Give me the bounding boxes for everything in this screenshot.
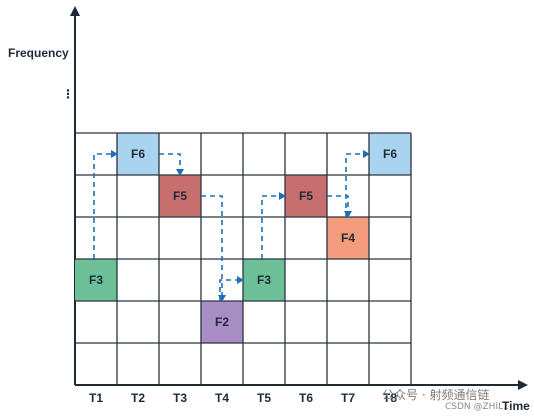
cell-t7-f4 — [327, 217, 369, 259]
cell-t2-f6 — [117, 133, 159, 175]
x-tick-t8: T8 — [383, 391, 397, 405]
x-tick-t1: T1 — [89, 391, 103, 405]
hop-segment — [201, 195, 223, 299]
x-axis-arrow — [518, 380, 528, 390]
watermark-text: 公众号 · 射频通信链 — [382, 387, 489, 402]
watermark-subtext: CSDN @ZHIL... — [445, 402, 512, 412]
y-axis-ellipsis: ⋮ — [62, 87, 74, 101]
cell-label-t6: F5 — [299, 189, 313, 203]
cell-label-t1: F3 — [89, 273, 103, 287]
y-axis-arrow — [70, 6, 80, 16]
x-tick-t6: T6 — [299, 391, 313, 405]
hop-segment — [93, 153, 115, 259]
cell-label-t4: F2 — [215, 315, 229, 329]
hop-arrowhead — [279, 192, 286, 200]
hop-segment — [345, 153, 367, 217]
hop-segment — [327, 195, 349, 215]
x-tick-t4: T4 — [215, 391, 229, 405]
x-tick-t3: T3 — [173, 391, 187, 405]
hop-segment — [219, 279, 241, 301]
hop-arrowhead — [111, 150, 118, 158]
cell-t3-f5 — [159, 175, 201, 217]
cell-label-t8: F6 — [383, 147, 397, 161]
cell-t8-f6 — [369, 133, 411, 175]
cell-label-t7: F4 — [341, 231, 355, 245]
grid — [75, 132, 412, 385]
hop-path — [93, 150, 370, 302]
cell-t1-f3 — [75, 259, 117, 301]
hop-arrowhead — [237, 276, 244, 284]
x-tick-t2: T2 — [131, 391, 145, 405]
cell-label-t2: F6 — [131, 147, 145, 161]
hop-arrowhead — [176, 169, 184, 176]
x-axis-title: Time — [502, 399, 530, 413]
filled-cells — [75, 133, 411, 343]
cell-t5-f3 — [243, 259, 285, 301]
cell-label-t3: F5 — [173, 189, 187, 203]
hop-segment — [159, 153, 181, 173]
y-axis-title: Frequency — [8, 46, 69, 60]
x-tick-t7: T7 — [341, 391, 355, 405]
cell-t6-f5 — [285, 175, 327, 217]
cell-label-t5: F3 — [257, 273, 271, 287]
cell-t4-f2 — [201, 301, 243, 343]
hop-segment — [261, 195, 283, 259]
cell-labels: F3 F6 F5 F2 F3 F5 F4 F6 — [89, 147, 397, 329]
x-tick-labels: T1 T2 T3 T4 T5 T6 T7 T8 — [89, 391, 397, 405]
hop-arrowhead — [363, 150, 370, 158]
x-tick-t5: T5 — [257, 391, 271, 405]
